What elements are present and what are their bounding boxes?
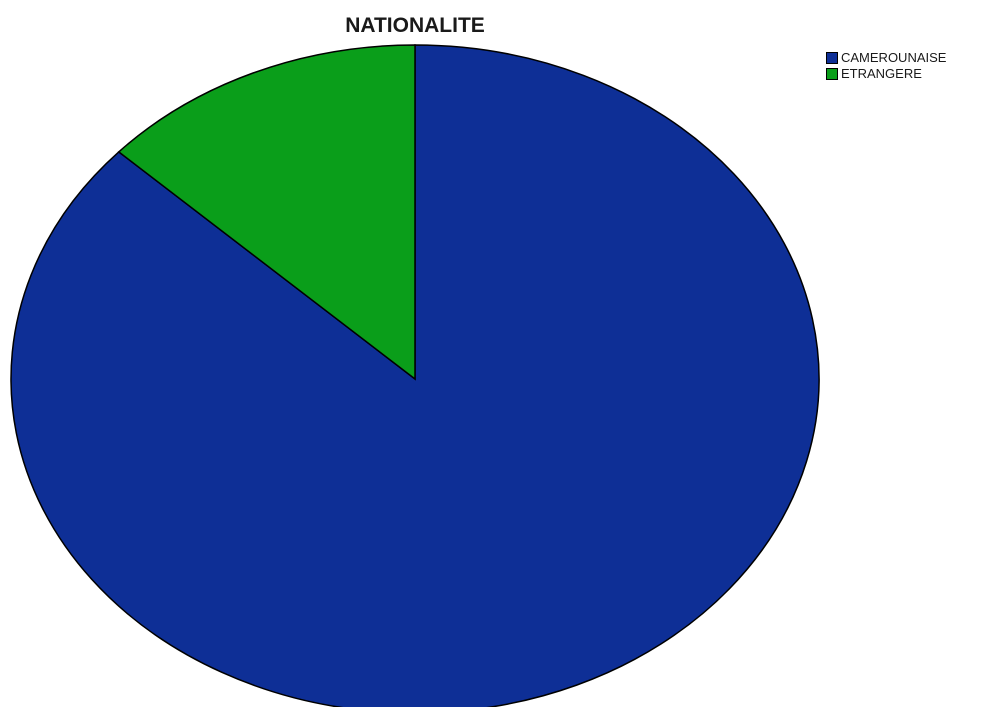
- legend-swatch-foreign: [826, 68, 838, 80]
- slice-foreign: [117, 44, 416, 381]
- legend-item-foreign: ETRANGERE: [826, 66, 946, 82]
- legend: CAMEROUNAISE ETRANGERE: [826, 50, 946, 82]
- legend-swatch-cameroonian: [826, 52, 838, 64]
- legend-label-cameroonian: CAMEROUNAISE: [841, 50, 947, 65]
- legend-label-foreign: ETRANGERE: [841, 66, 922, 81]
- legend-item-cameroonian: CAMEROUNAISE: [826, 50, 946, 66]
- chart-title: NATIONALITE: [345, 14, 485, 37]
